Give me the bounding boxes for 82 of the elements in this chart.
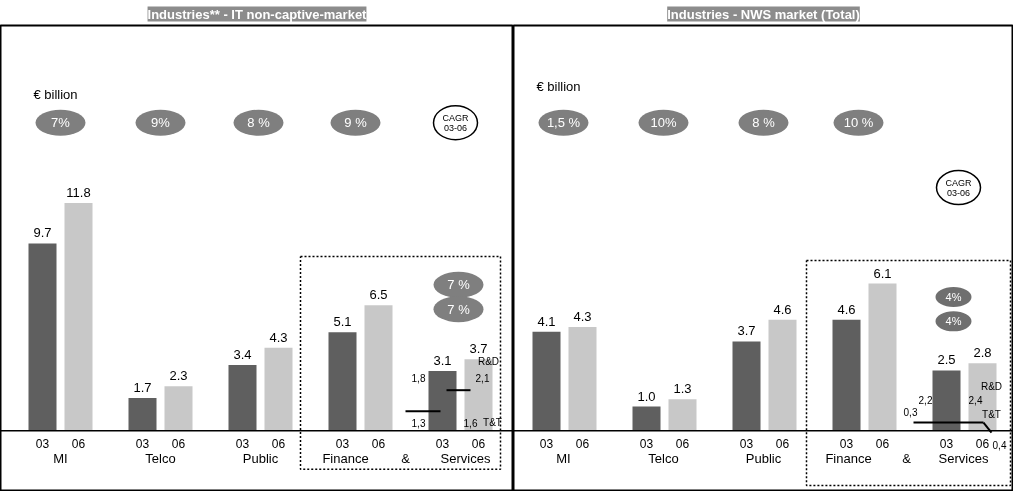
text: CAGR 03-06 (945, 177, 972, 198)
text: Telco (145, 450, 176, 466)
annotation: 2,2 (918, 395, 933, 407)
annotation: 4% (945, 291, 962, 303)
data-label: 5.1 (333, 314, 352, 330)
x-tick-label: 06 (875, 436, 890, 451)
annotation: 7 % (447, 277, 471, 293)
text: € billion (33, 86, 78, 102)
data-label: 4.6 (837, 301, 856, 317)
annotation: 4% (945, 315, 962, 328)
text: 9% (151, 115, 171, 131)
text: Services (938, 450, 989, 466)
x-tick-label: 06 (71, 436, 86, 451)
data-label: 2.8 (973, 345, 992, 361)
x-tick-label: 06 (271, 436, 286, 451)
text: 7% (51, 115, 71, 131)
x-tick-label: 03 (939, 436, 954, 451)
x-tick-label: 06 (775, 436, 790, 451)
x-tick-label: 03 (435, 436, 450, 451)
text: Finance (322, 450, 369, 466)
data-label: 3.7 (469, 341, 488, 357)
text: & (401, 450, 411, 466)
x-tick-label: 06 (471, 436, 486, 451)
x-tick-label: 03 (639, 436, 654, 451)
x-tick-label: 03 (335, 436, 350, 451)
x-tick-label: 03 (235, 436, 250, 451)
text: 1,5 % (546, 115, 581, 131)
x-tick-label: 06 (371, 436, 386, 451)
text: CAGR 03-06 (442, 112, 469, 133)
text: 8 % (752, 115, 776, 131)
data-label: 2.3 (169, 368, 188, 384)
text: 10% (650, 115, 677, 131)
data-label: 1.3 (673, 381, 692, 397)
annotation: R&D (980, 380, 1003, 392)
annotation: 1,6 (463, 417, 478, 429)
annotation: T&T (483, 417, 502, 429)
x-tick-label: 06 (171, 436, 186, 451)
data-label: 2.5 (937, 352, 956, 368)
data-label: 1.0 (637, 388, 656, 404)
text: Public (745, 450, 782, 466)
data-label: 4.1 (537, 313, 556, 329)
text: MI (53, 450, 68, 466)
x-tick-label: 03 (35, 436, 50, 451)
annotation: R&D (477, 356, 500, 368)
data-label: 3.1 (433, 352, 452, 368)
text: 8 % (247, 115, 271, 131)
data-label: 3.7 (737, 323, 756, 339)
x-tick-label: 03 (135, 436, 150, 451)
x-tick-label: 06 (675, 436, 690, 451)
x-tick-label: 06 (975, 436, 990, 451)
text: 10 % (843, 115, 874, 131)
data-label: 4.3 (269, 329, 288, 345)
x-tick-label: 06 (575, 436, 590, 451)
x-tick-label: 03 (739, 436, 754, 451)
data-label: 9.7 (33, 225, 52, 241)
annotation: 7 % (447, 301, 471, 317)
data-label: 4.6 (773, 301, 792, 317)
text: 0,4 (992, 439, 1007, 451)
annotation: 2,1 (475, 373, 490, 385)
annotation: 2,4 (968, 395, 983, 407)
annotation: 1,8 (411, 373, 426, 385)
text: 9 % (344, 115, 368, 131)
data-label: 6.5 (369, 287, 388, 303)
chart-title: Industries** - IT non-captive-market (147, 6, 368, 22)
annotation: 1,3 (411, 417, 426, 429)
annotation: T&T (982, 409, 1001, 421)
text: Finance (825, 450, 872, 466)
text: Telco (648, 450, 679, 466)
text: & (902, 450, 912, 466)
data-label: 3.4 (233, 347, 252, 363)
data-label: 4.3 (573, 308, 592, 324)
text: € billion (536, 78, 581, 94)
text: Services (440, 450, 491, 466)
x-tick-label: 03 (839, 436, 854, 451)
annotation: 0,3 (903, 407, 918, 419)
x-tick-label: 03 (539, 436, 554, 451)
text: Public (242, 450, 279, 466)
chart-title: Industries - NWS market (Total) (667, 6, 860, 22)
data-label: 11.8 (66, 184, 91, 200)
data-label: 1.7 (133, 379, 152, 395)
data-label: 6.1 (873, 265, 892, 281)
text: MI (556, 450, 571, 466)
